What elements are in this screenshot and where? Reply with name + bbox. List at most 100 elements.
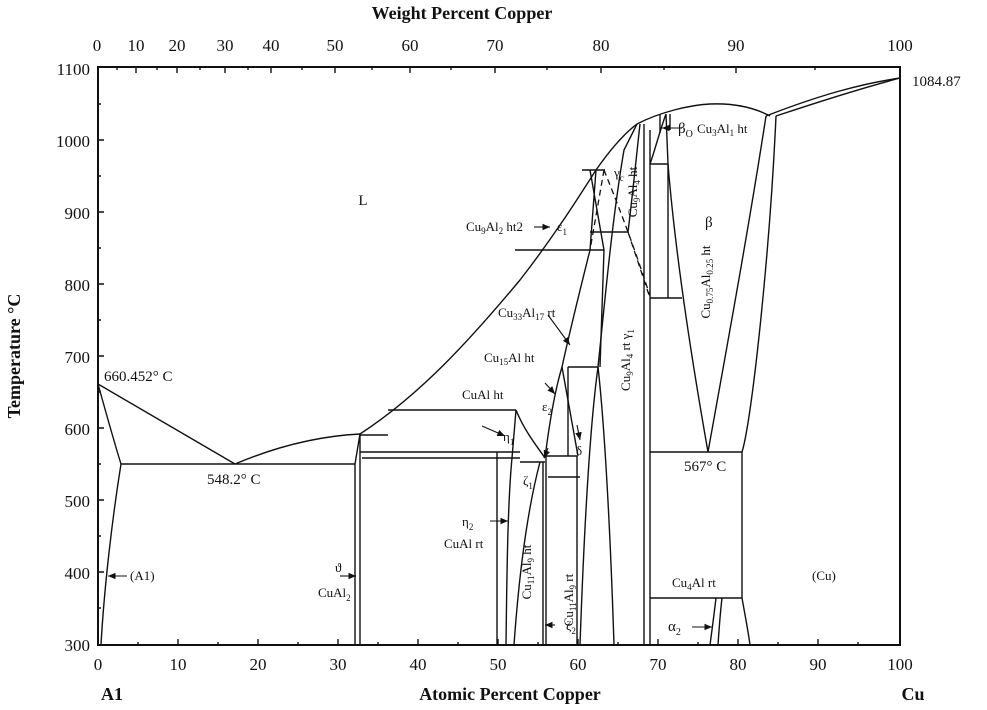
al-melting-point: 660.452° C [104, 369, 173, 385]
bottom-tick: 100 [887, 655, 913, 674]
theta-liquidus [234, 433, 361, 465]
top-tick: 0 [93, 36, 102, 55]
beta0-right [665, 113, 669, 298]
main-liquidus [359, 123, 638, 435]
y-tick: 400 [65, 564, 91, 583]
zeta-left [513, 461, 541, 646]
top-axis-title: Weight Percent Copper [372, 3, 553, 23]
cu33al17-rt-label: Cu33Al17 rt [498, 305, 556, 322]
bottom-tick: 50 [490, 655, 507, 674]
beta-left [667, 163, 709, 453]
top-tick: 20 [169, 36, 186, 55]
top-tick: 80 [593, 36, 610, 55]
top-tick-marks [116, 67, 816, 73]
y-tick: 300 [65, 636, 91, 655]
bottom-tick: 60 [570, 655, 587, 674]
cu-phase-label: (Cu) [812, 568, 836, 583]
cu-liquidus [765, 77, 901, 117]
top-tick: 100 [887, 36, 913, 55]
cu4al-rt-label: Cu4Al rt [672, 575, 716, 592]
invariant-560 [362, 457, 545, 463]
dashed-bounds [589, 169, 651, 299]
zeta1-label: ζ1 [523, 473, 533, 491]
gamma-c-label: γc [613, 165, 624, 183]
bottom-tick: 80 [730, 655, 747, 674]
gamma-inner [627, 123, 641, 233]
cu9al4-ht-label: Cu9Al4 ht [625, 166, 642, 217]
al-liquidus-line [97, 383, 236, 465]
eta-phase-bounds [496, 409, 517, 646]
bottom-tick-marks [137, 639, 859, 645]
y-tick: 1100 [57, 60, 90, 79]
cu9al4-rt-label: Cu9Al4 rt γ1 [618, 329, 636, 391]
y-tick: 600 [65, 420, 91, 439]
y-axis-ticks: 300 400 500 600 700 800 900 1000 1100 [56, 60, 90, 655]
bottom-tick: 90 [810, 655, 827, 674]
al-solidus-line [97, 383, 122, 465]
eutectic-temperature: 548.2° C [207, 472, 261, 488]
epsilon1-label: ε1 [557, 219, 567, 237]
top-tick: 50 [327, 36, 344, 55]
bottom-axis-title: Atomic Percent Copper [419, 684, 601, 704]
cu11al9-rt-label: Cu11Al9 rt [561, 573, 578, 626]
cu-solvus [741, 115, 777, 646]
cu11al9-ht-label: Cu11Al9 ht [519, 544, 536, 599]
cu-solidus [775, 77, 901, 117]
cual-ht-label: CuAl ht [462, 387, 504, 402]
y-tick: 500 [65, 492, 91, 511]
beta-right [707, 115, 767, 453]
cu15al-ht-label: Cu15Al ht [484, 350, 535, 367]
beta0-left [649, 113, 667, 165]
left-tick-marks [98, 103, 104, 609]
y-tick: 800 [65, 276, 91, 295]
beta-liquidus [636, 103, 771, 125]
cu9al2-ht2-label: Cu9Al2 ht2 [466, 219, 523, 236]
bottom-tick: 20 [250, 655, 267, 674]
al-phase-label: (A1) [130, 568, 155, 583]
eta1-bound [515, 409, 546, 459]
top-tick: 10 [128, 36, 145, 55]
bottom-tick: 40 [410, 655, 427, 674]
eutectoid-temperature: 567° C [684, 459, 726, 475]
epsilon-left [545, 169, 597, 451]
bottom-tick: 70 [650, 655, 667, 674]
invariant-590 [360, 434, 520, 453]
liquid-label: L [358, 193, 367, 209]
epsilon2-label: ε2 [542, 399, 552, 417]
bottom-tick: 10 [170, 655, 187, 674]
zeta-right [542, 450, 547, 645]
cual-rt-label: CuAl rt [444, 536, 484, 551]
zeta2-label: ζ2 [566, 618, 576, 636]
y-tick: 1000 [56, 132, 90, 151]
arrows [108, 124, 712, 631]
gamma-right-bound [643, 124, 651, 645]
cu-melting-point: 1084.87 [912, 74, 961, 90]
alpha2-label: α2 [668, 619, 681, 638]
top-axis-ticks: 0 10 20 30 40 50 60 70 80 90 100 [93, 36, 913, 55]
eta1-label: η1 [503, 429, 514, 447]
cual2-label: CuAl2 [318, 585, 351, 603]
invariant-delta [546, 455, 580, 478]
top-tick: 70 [487, 36, 504, 55]
gamma1-right [597, 366, 615, 646]
phase-boundaries [97, 77, 901, 646]
right-element-label: Cu [901, 684, 924, 704]
cu075-label: Cu0.75Al0.25 ht [698, 245, 715, 318]
theta-phase-bounds [354, 433, 361, 645]
delta-left [567, 367, 578, 645]
bottom-tick: 30 [330, 655, 347, 674]
al-solvus-line [100, 463, 122, 646]
beta0-box [659, 114, 671, 133]
top-tick: 90 [728, 36, 745, 55]
bottom-axis-ticks: 0 10 20 30 40 50 60 70 80 90 100 [94, 655, 913, 674]
beta0-label: βO [678, 121, 693, 140]
top-tick: 60 [402, 36, 419, 55]
epsilon-diag [561, 366, 579, 457]
y-tick: 700 [65, 348, 91, 367]
top-tick: 40 [263, 36, 280, 55]
left-element-label: A1 [101, 684, 123, 704]
delta-label: δ [576, 443, 582, 458]
gamma1-left [579, 366, 599, 646]
theta-label: ϑ [335, 560, 342, 575]
